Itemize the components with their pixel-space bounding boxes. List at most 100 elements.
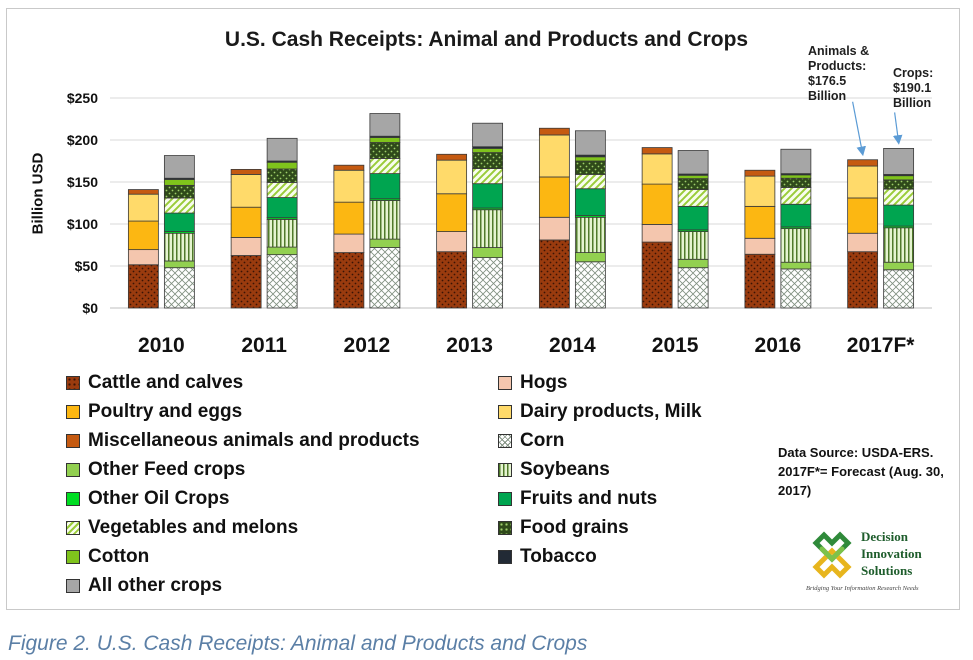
legend-label: Tobacco [520,546,597,567]
legend-swatch [498,434,512,448]
bar-segment-poultry-and-eggs-2013 [436,193,468,232]
y-axis-label: Billion USD [29,152,47,235]
bar-segment-other-feed-crops-2016 [780,261,812,270]
bar-segment-hogs-2017f [847,232,879,253]
legend-item-tobacco: Tobacco [498,546,597,568]
legend-label: Vegetables and melons [88,517,299,538]
bar-segment-other-feed-crops-2014 [574,252,606,263]
bar-segment-all-other-crops-2014 [574,130,606,156]
legend-item-cattle-and-calves: Cattle and calves [66,372,243,394]
legend-swatch [66,463,80,477]
logo-text-line3: Solutions [861,563,913,578]
legend-item-poultry-and-eggs: Poultry and eggs [66,401,242,423]
bar-segment-soybeans-2015 [677,231,709,260]
legend-label: Other Feed crops [88,459,246,480]
legend-swatch [66,405,80,419]
x-tick-label: 2012 [344,334,391,357]
bar-segment-miscellaneous-animals-and-products-2014 [538,127,570,136]
legend-swatch [498,492,512,506]
legend-swatch [66,492,80,506]
bar-segment-vegetables-and-melons-2012 [369,158,401,174]
bar-segment-all-other-crops-2016 [780,148,812,175]
bar-segment-cotton-2017f [883,175,915,181]
bar-segment-dairy-products-milk-2015 [641,153,673,185]
y-tick-label: $50 [75,258,99,274]
bar-segment-cotton-2010 [163,179,195,186]
legend-swatch [66,376,80,390]
bar-segment-hogs-2012 [333,233,365,253]
bar-segment-dairy-products-milk-2012 [333,169,365,203]
bar-segment-poultry-and-eggs-2011 [230,206,262,238]
bar-segment-vegetables-and-melons-2010 [163,197,195,214]
bar-segment-corn-2017f [883,269,915,309]
legend-swatch [498,405,512,419]
bar-segment-soybeans-2014 [574,216,606,253]
bar-segment-poultry-and-eggs-2010 [127,220,159,251]
legend-item-other-feed-crops: Other Feed crops [66,459,245,481]
bar-segment-miscellaneous-animals-and-products-2013 [436,153,468,161]
bar-segment-other-feed-crops-2010 [163,260,195,269]
bar-segment-cattle-and-calves-2017f [847,251,879,309]
bar-segment-cotton-2011 [266,161,298,170]
bar-segment-all-other-crops-2013 [472,122,504,148]
bar-segment-all-other-crops-2011 [266,137,298,162]
bar-segment-hogs-2016 [744,237,776,255]
bar-segment-other-feed-crops-2017f [883,261,915,271]
legend-swatch [498,521,512,535]
bar-segment-all-other-crops-2010 [163,155,195,179]
bar-segment-dairy-products-milk-2013 [436,159,468,195]
legend-swatch [498,376,512,390]
legend-swatch [66,521,80,535]
bar-segment-cattle-and-calves-2010 [127,264,159,309]
y-tick-label: $250 [67,90,98,106]
bar-segment-vegetables-and-melons-2011 [266,182,298,198]
bar-segment-poultry-and-eggs-2015 [641,183,673,225]
bar-segment-food-grains-2015 [677,178,709,190]
bar-segment-poultry-and-eggs-2014 [538,176,570,218]
x-tick-label: 2011 [241,334,287,357]
bar-segment-soybeans-2013 [472,209,504,248]
legend-label: Dairy products, Milk [520,401,702,422]
legend-item-cotton: Cotton [66,546,149,568]
chart-title: U.S. Cash Receipts: Animal and Products … [224,28,749,51]
legend-label: All other crops [88,575,223,596]
legend-item-soybeans: Soybeans [498,459,610,481]
legend-item-fruits-and-nuts: Fruits and nuts [498,488,657,510]
legend-label: Food grains [520,517,629,538]
y-tick-label: $0 [82,300,98,316]
legend-item-all-other-crops: All other crops [66,575,222,597]
bar-segment-food-grains-2014 [574,160,606,175]
bar-segment-fruits-and-nuts-2016 [780,203,812,228]
legend-item-miscellaneous-animals-and-products: Miscellaneous animals and products [66,430,420,452]
logo-text-line1: Decision [861,529,908,544]
bar-segment-corn-2016 [780,268,812,309]
bar-segment-fruits-and-nuts-2017f [883,204,915,227]
bar-segment-all-other-crops-2012 [369,113,401,137]
bar-segment-hogs-2011 [230,237,262,256]
legend-label: Poultry and eggs [88,401,243,422]
annotation-animals-total: Animals & Products: $176.5 Billion [808,44,870,103]
bar-segment-cotton-2014 [574,156,606,162]
annotation-arrow-animals [852,101,866,157]
x-tick-label: 2013 [446,334,493,357]
legend-swatch [66,434,80,448]
legend-swatch [498,463,512,477]
bar-segment-hogs-2010 [127,249,159,266]
bar-segment-food-grains-2011 [266,168,298,183]
legend-item-corn: Corn [498,430,564,452]
legend-item-other-oil-crops: Other Oil Crops [66,488,229,510]
logo-mark-icon [812,531,852,579]
bar-segment-dairy-products-milk-2014 [538,134,570,178]
bar-segment-dairy-products-milk-2017f [847,165,879,199]
bar-segment-corn-2014 [574,261,606,309]
legend-label: Cattle and calves [88,372,244,393]
bar-segment-soybeans-2011 [266,218,298,248]
legend-item-hogs: Hogs [498,372,568,394]
bar-segment-miscellaneous-animals-and-products-2016 [744,169,776,177]
bar-segment-food-grains-2012 [369,142,401,159]
bar-segment-corn-2015 [677,267,709,309]
bar-segment-vegetables-and-melons-2016 [780,187,812,205]
x-tick-label: 2010 [138,334,185,357]
bar-segment-all-other-crops-2017f [883,147,915,175]
